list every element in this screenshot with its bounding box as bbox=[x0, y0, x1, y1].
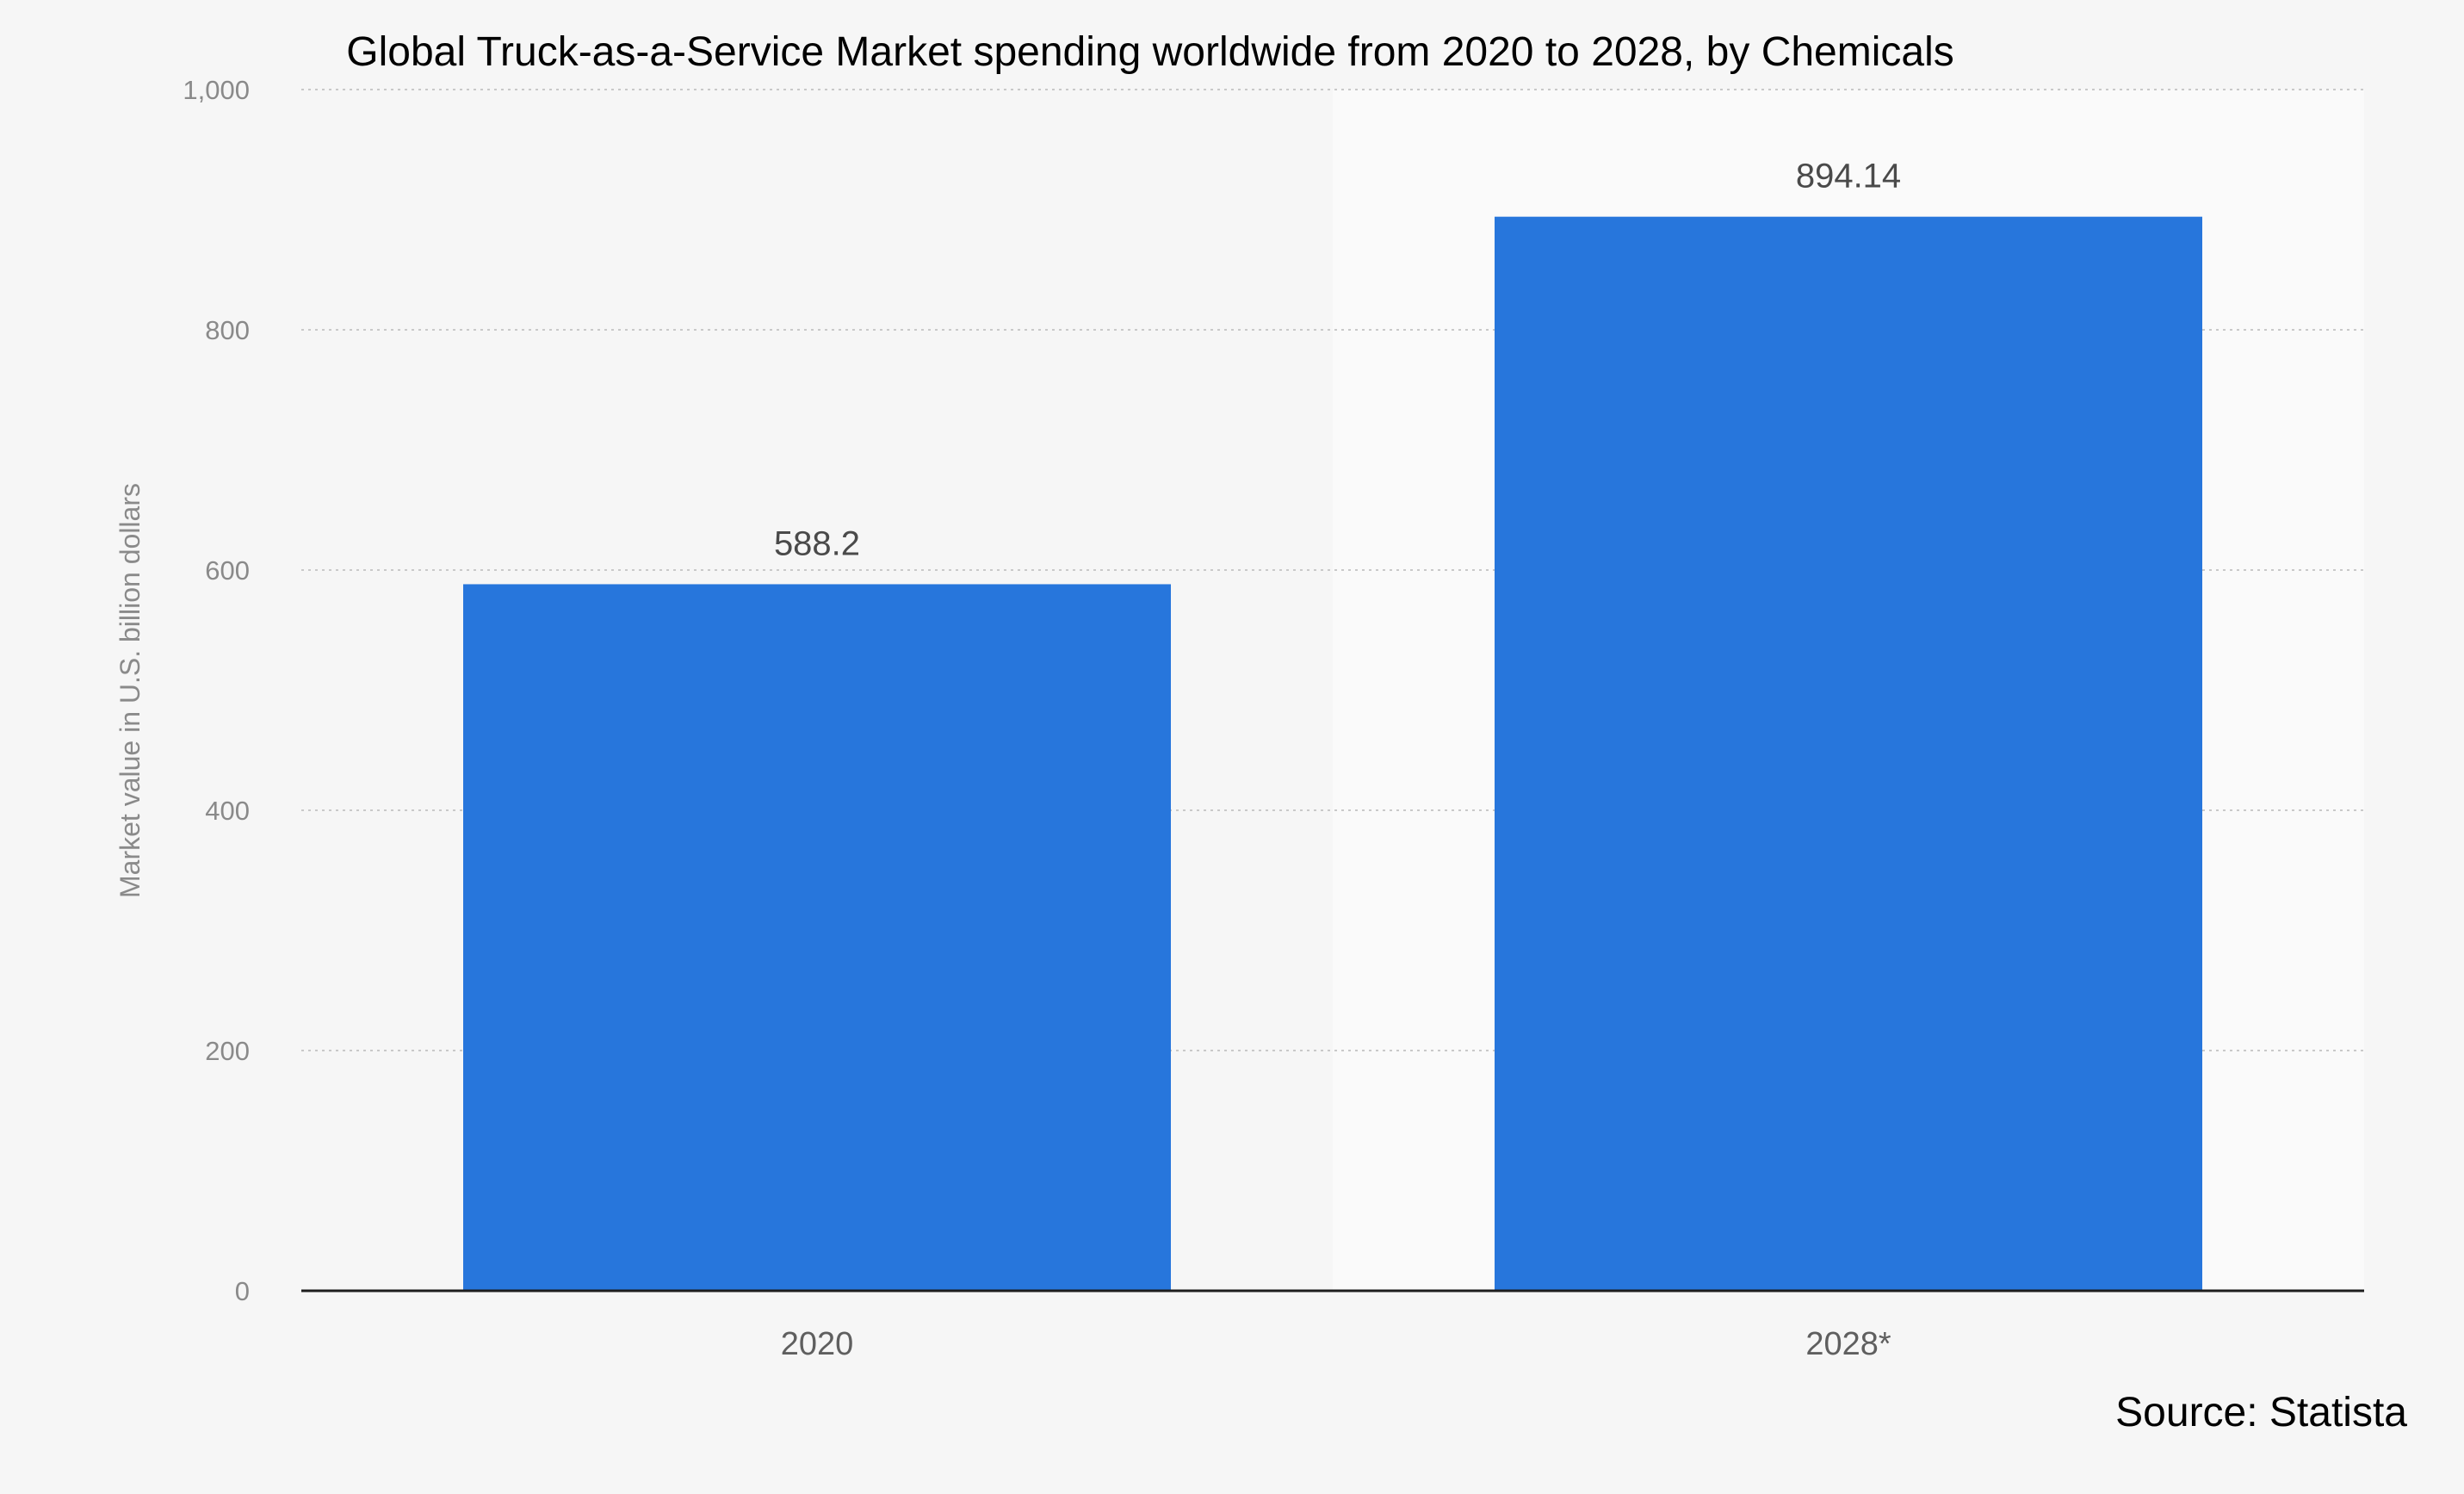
data-label: 588.2 bbox=[774, 524, 860, 562]
value-label-group: 588.2 894.14 bbox=[774, 158, 1901, 563]
y-tick-label: 600 bbox=[205, 555, 250, 586]
y-axis-title: Market value in U.S. billion dollars bbox=[115, 483, 145, 898]
x-category-label-group: 2020 2028* bbox=[781, 1326, 1891, 1362]
bar bbox=[1495, 216, 2202, 1292]
y-tick-label: 0 bbox=[235, 1276, 250, 1306]
y-tick-label: 1,000 bbox=[183, 75, 250, 105]
y-tick-label: 800 bbox=[205, 315, 250, 345]
y-tick-label: 200 bbox=[205, 1036, 250, 1066]
bar bbox=[463, 584, 1171, 1291]
chart-title: Global Truck-as-a-Service Market spendin… bbox=[346, 29, 1954, 75]
y-tick-label: 400 bbox=[205, 796, 250, 826]
data-label: 894.14 bbox=[1796, 158, 1901, 195]
bar-group bbox=[463, 216, 2202, 1292]
x-tick-label: 2020 bbox=[781, 1326, 854, 1362]
source-label: Source: Statista bbox=[2115, 1390, 2407, 1435]
y-tick-label-group: 0 200 400 600 800 1,000 bbox=[183, 75, 250, 1306]
x-tick-label: 2028* bbox=[1805, 1326, 1891, 1362]
